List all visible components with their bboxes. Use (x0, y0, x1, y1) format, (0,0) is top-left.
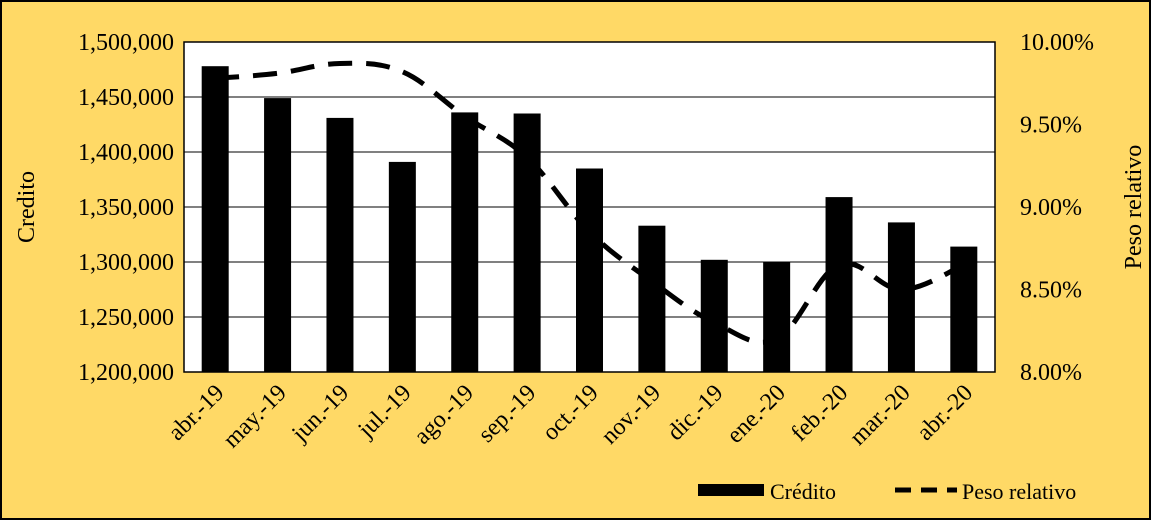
bar-credito (451, 112, 479, 373)
left-tick-label: 1,500,000 (78, 30, 174, 56)
right-tick-label: 8.50% (1020, 278, 1082, 304)
left-tick-label: 1,450,000 (78, 85, 174, 111)
left-tick-label: 1,350,000 (78, 195, 174, 221)
bar-credito (388, 161, 416, 372)
legend: Crédito Peso relativo (698, 479, 1076, 504)
legend-label-credito: Crédito (770, 479, 836, 504)
bar-credito (513, 113, 541, 372)
line-peso-relativo (214, 60, 965, 345)
right-tick-label: 10.00% (1020, 30, 1094, 56)
bar-credito (825, 197, 853, 372)
y2-axis-title: Peso relativo (1121, 145, 1147, 270)
right-tick-label: 8.00% (1020, 360, 1082, 386)
bar-credito (264, 98, 292, 372)
legend-label-peso-relativo: Peso relativo (962, 479, 1076, 504)
right-tick-label: 9.00% (1020, 195, 1082, 221)
legend-swatch-credito (698, 484, 764, 496)
y-axis-title: Credito (14, 171, 40, 243)
left-tick-label: 1,250,000 (78, 305, 174, 331)
bar-credito (763, 262, 791, 372)
bar-credito (201, 66, 229, 372)
peso-relativo-line-group (214, 60, 965, 345)
left-tick-label: 1,400,000 (78, 140, 174, 166)
bar-credito (887, 222, 915, 372)
left-axis-ticks: 1,200,000 1,250,000 1,300,000 1,350,000 1,40… (78, 30, 174, 386)
bar-credito (576, 168, 603, 372)
left-tick-label: 1,200,000 (78, 360, 174, 386)
right-tick-label: 9.50% (1020, 113, 1082, 139)
bar-credito (326, 117, 354, 373)
bar-credito (638, 225, 666, 372)
right-axis-ticks: 8.00% 8.50% 9.00% 9.50% 10.00% (1020, 30, 1094, 386)
left-tick-label: 1,300,000 (78, 250, 174, 276)
plot-frame (183, 41, 996, 373)
